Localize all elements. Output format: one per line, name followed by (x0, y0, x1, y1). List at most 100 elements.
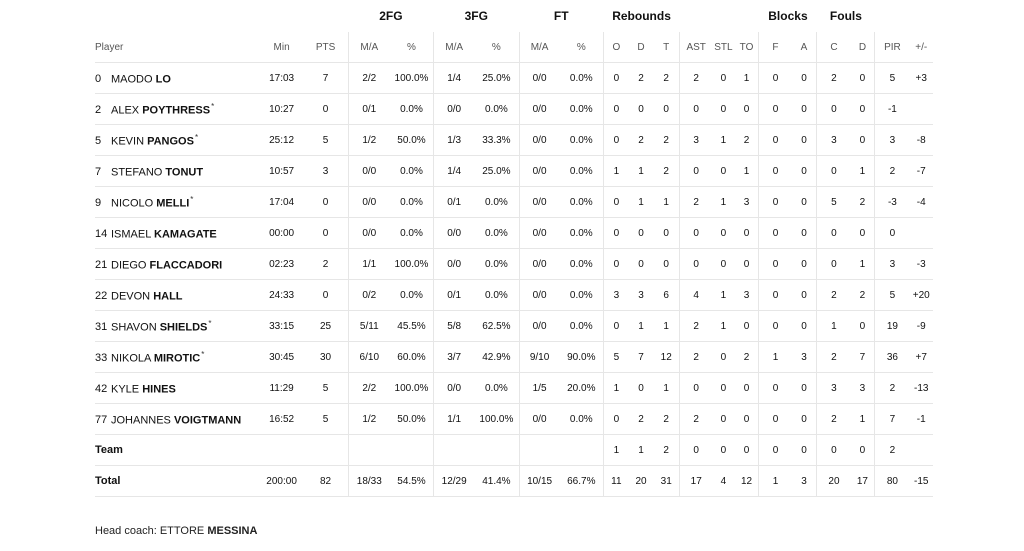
player-name-cell[interactable]: 14 ISMAEL KAMAGATE (95, 217, 260, 249)
stat-fg2-pct: 45.5% (389, 310, 435, 342)
stat-fg3-ma: 0/1 (433, 279, 475, 311)
stat-f: 0 (758, 217, 792, 249)
starter-marker: * (208, 318, 212, 328)
stat-pts: 30 (303, 341, 349, 373)
player-row[interactable]: 0 MAODO LO 17:03 7 2/2 100.0% 1/4 25.0% 0/0 0.0% 0… (95, 62, 933, 94)
player-name-cell[interactable]: 0 MAODO LO (95, 62, 260, 94)
total-stat-pm: -15 (909, 465, 933, 497)
stat-stl: 0 (712, 403, 735, 435)
total-stat-ft-pct: 66.7% (559, 465, 604, 497)
col-2fg-pct: % (389, 32, 435, 63)
stat-ft-ma: 0/0 (519, 155, 560, 187)
player-name-cell[interactable]: 22 DEVON HALL (95, 279, 260, 311)
stat-d: 0 (628, 372, 654, 404)
player-first-name: KYLE (111, 383, 140, 396)
stat-fg3-pct: 0.0% (474, 372, 520, 404)
player-name-cell[interactable]: 9 NICOLO MELLI* (95, 186, 260, 218)
total-stat-c: 20 (816, 465, 851, 497)
stat-pm: -8 (909, 124, 933, 156)
stat-t: 0 (653, 248, 681, 280)
player-name-cell[interactable]: 42 KYLE HINES (95, 372, 260, 404)
stat-c: 3 (816, 372, 851, 404)
stat-ft-pct: 0.0% (559, 248, 604, 280)
stat-stl: 0 (712, 93, 735, 125)
total-label: Total (95, 465, 260, 497)
stat-fg3-ma: 1/3 (433, 124, 475, 156)
total-stat-o: 11 (603, 465, 629, 497)
stat-to: 2 (734, 341, 760, 373)
stat-a: 0 (791, 279, 818, 311)
stat-t: 2 (653, 403, 681, 435)
stat-t: 2 (653, 155, 681, 187)
player-name-cell[interactable]: 33 NIKOLA MIROTIC* (95, 341, 260, 373)
player-row[interactable]: 77 JOHANNES VOIGTMANN 16:52 5 1/2 50.0% 1/1 100… (95, 403, 933, 435)
stat-stl: 1 (712, 186, 735, 218)
stat-ft-ma: 0/0 (519, 403, 560, 435)
stat-fg3-pct: 62.5% (474, 310, 520, 342)
player-name-cell[interactable]: 77 JOHANNES VOIGTMANN (95, 403, 260, 435)
stat-ft-pct: 0.0% (559, 217, 604, 249)
stat-min: 02:23 (259, 248, 304, 280)
stat-fg3-pct: 25.0% (474, 155, 520, 187)
group-rebounds: Rebounds (612, 9, 671, 23)
stat-o: 3 (603, 279, 629, 311)
stat-ft-pct: 0.0% (559, 93, 604, 125)
stat-min: 17:04 (259, 186, 304, 218)
team-row: Team 1 1 2 0 0 0 0 0 0 0 2 (95, 434, 933, 466)
player-last-name: VOIGTMANN (173, 414, 242, 427)
stat-o: 1 (603, 155, 629, 187)
team-stat-ft-pct (559, 434, 604, 466)
col-blk-f: F (758, 32, 792, 63)
stat-ft-ma: 0/0 (519, 248, 560, 280)
player-row[interactable]: 33 NIKOLA MIROTIC* 30:45 30 6/10 60.0% 3/7 42.9… (95, 341, 933, 373)
player-row[interactable]: 9 NICOLO MELLI* 17:04 0 0/0 0.0% 0/1 0.0% 0/0 0.0… (95, 186, 933, 218)
player-row[interactable]: 14 ISMAEL KAMAGATE 00:00 0 0/0 0.0% 0/0 0.0% 0/0… (95, 217, 933, 249)
box-score-table: 2FG 3FG FT Rebounds Blocks Fouls Player … (95, 0, 933, 497)
player-row[interactable]: 2 ALEX POYTHRESS* 10:27 0 0/1 0.0% 0/0 0.0% 0/0 0… (95, 93, 933, 125)
total-stat-pir: 80 (874, 465, 910, 497)
stat-o: 5 (603, 341, 629, 373)
player-name-cell[interactable]: 7 STEFANO TONUT (95, 155, 260, 187)
col-ft-pct: % (559, 32, 604, 63)
stat-ft-ma: 0/0 (519, 310, 560, 342)
col-to: TO (734, 32, 760, 63)
player-name-cell[interactable]: 2 ALEX POYTHRESS* (95, 93, 260, 125)
player-row[interactable]: 31 SHAVON SHIELDS* 33:15 25 5/11 45.5% 5/8 62.5… (95, 310, 933, 342)
stat-pm: -7 (909, 155, 933, 187)
player-row[interactable]: 5 KEVIN PANGOS* 25:12 5 1/2 50.0% 1/3 33.3% 0/0 0… (95, 124, 933, 156)
column-header-row: Player Min PTS M/A % M/A % M/A % O D T A… (95, 32, 933, 63)
player-last-name: KAMAGATE (154, 228, 217, 241)
player-row[interactable]: 42 KYLE HINES 11:29 5 2/2 100.0% 0/0 0.0% 1/5 20.… (95, 372, 933, 404)
player-row[interactable]: 21 DIEGO FLACCADORI 02:23 2 1/1 100.0% 0/0 0.0%… (95, 248, 933, 280)
stat-min: 16:52 (259, 403, 304, 435)
stat-pts: 7 (303, 62, 349, 94)
stat-pm: -3 (909, 248, 933, 280)
stat-f: 0 (758, 155, 792, 187)
stat-min: 25:12 (259, 124, 304, 156)
player-name-cell[interactable]: 5 KEVIN PANGOS* (95, 124, 260, 156)
stat-c: 2 (816, 279, 851, 311)
team-stat-fg3-pct (474, 434, 520, 466)
head-coach-last-name: MESSINA (207, 525, 258, 537)
player-row[interactable]: 7 STEFANO TONUT 10:57 3 0/0 0.0% 1/4 25.0% 0/0 0.… (95, 155, 933, 187)
player-name-cell[interactable]: 21 DIEGO FLACCADORI (95, 248, 260, 280)
stat-fg2-ma: 6/10 (348, 341, 390, 373)
player-number: 22 (95, 290, 108, 303)
team-stat-ft-ma (519, 434, 560, 466)
stat-pts: 5 (303, 403, 349, 435)
col-fouls-c: C (816, 32, 851, 63)
stat-o: 1 (603, 372, 629, 404)
stat-fg2-ma: 0/0 (348, 155, 390, 187)
player-row[interactable]: 22 DEVON HALL 24:33 0 0/2 0.0% 0/1 0.0% 0/0 0.0% 3… (95, 279, 933, 311)
stat-c: 1 (816, 310, 851, 342)
col-ft-ma: M/A (519, 32, 560, 63)
stat-f: 1 (758, 341, 792, 373)
stat-a: 0 (791, 310, 818, 342)
stat-ast: 0 (679, 155, 713, 187)
player-name-cell[interactable]: 31 SHAVON SHIELDS* (95, 310, 260, 342)
stat-fg3-ma: 1/1 (433, 403, 475, 435)
stat-ft-pct: 20.0% (559, 372, 604, 404)
col-min: Min (259, 32, 304, 63)
stat-fg3-pct: 0.0% (474, 217, 520, 249)
stat-min: 17:03 (259, 62, 304, 94)
